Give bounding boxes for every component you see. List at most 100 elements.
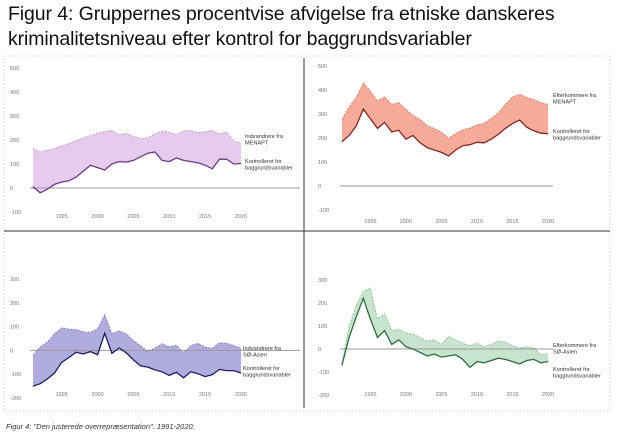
chart-menapt-point [219, 133, 220, 135]
chart-efterkommere-menapt-point [526, 96, 528, 98]
chart-efterkommere-menapt-point [441, 131, 442, 133]
chart-efterkommere-menapt-point [398, 102, 400, 103]
chart-menapt-xtick: 1995 [56, 214, 68, 220]
chart-efterkommere-menapt-point [448, 137, 449, 139]
chart-so-asien-point [133, 340, 134, 341]
chart-menapt-point [133, 136, 134, 137]
chart-menapt-ytick: 400 [10, 90, 19, 96]
chart-menapt-point [54, 184, 55, 185]
chart-efterkommere-so-asien-point [462, 359, 464, 360]
chart-so-asien-point [233, 345, 235, 346]
chart-menapt-point [240, 142, 242, 144]
chart-efterkommere-so-asien-point [355, 316, 357, 318]
chart-efterkommere-so-asien-point [441, 344, 442, 345]
chart-efterkommere-so-asien-xtick: 2005 [435, 392, 447, 398]
chart-efterkommere-so-asien-point [419, 337, 421, 338]
chart-efterkommere-so-asien-series-label: Kontrolleret for [553, 367, 590, 373]
chart-menapt-xtick: 2000 [91, 214, 103, 220]
chart-efterkommere-so-asien-ytick: 100 [318, 324, 327, 330]
chart-menapt-point [176, 134, 177, 136]
chart-efterkommere-menapt-point [490, 117, 492, 119]
chart-menapt-point [46, 149, 48, 151]
chart-efterkommere-menapt-point [341, 118, 343, 120]
chart-so-asien-point [183, 352, 185, 354]
chart-so-asien-point [197, 342, 199, 344]
chart-efterkommere-so-asien-point [384, 313, 385, 314]
chart-menapt-ytick: 100 [10, 162, 19, 168]
chart-so-asien-point [226, 342, 228, 344]
chart-efterkommere-so-asien-point [419, 352, 421, 353]
chart-so-asien-point [97, 328, 98, 329]
chart-menapt-point [219, 158, 220, 160]
chart-efterkommere-so-asien-point [370, 287, 371, 289]
chart-efterkommere-menapt-point [519, 119, 520, 121]
chart-so-asien-series-label: baggrundsvariabler [243, 373, 291, 379]
chart-menapt-point [82, 137, 84, 139]
chart-efterkommere-menapt-point [519, 93, 520, 95]
chart-efterkommere-menapt-series-label: Efterkommere fra [553, 93, 597, 99]
chart-efterkommere-so-asien-point [526, 360, 528, 361]
chart-menapt-series-label: Indvandrere fra [245, 134, 284, 140]
chart-menapt-point [197, 132, 199, 134]
chart-efterkommere-so-asien-point [362, 298, 364, 299]
chart-efterkommere-so-asien-xtick: 2015 [506, 392, 518, 398]
chart-menapt-point [133, 160, 134, 161]
chart-menapt-series-label: Kontrolleret for [245, 159, 282, 165]
chart-so-asien-point [211, 347, 213, 349]
chart-efterkommere-so-asien-point [441, 356, 442, 358]
chart-efterkommere-menapt-xtick: 2005 [435, 219, 447, 225]
chart-menapt-point [147, 137, 149, 139]
chart-so-asien-point [240, 347, 242, 349]
chart-menapt-point [190, 130, 192, 131]
chart-so-asien-point [90, 332, 91, 333]
chart-efterkommere-so-asien-point [455, 339, 457, 341]
chart-efterkommere-menapt-series-label: Kontrolleret for [553, 129, 590, 135]
chart-menapt-point [90, 164, 91, 166]
chart-menapt-point [233, 163, 235, 165]
chart-efterkommere-menapt-point [512, 123, 513, 124]
chart-so-asien-point [90, 351, 91, 352]
chart-efterkommere-menapt-ytick: -100 [318, 208, 329, 214]
chart-so-asien-point [147, 351, 149, 352]
chart-efterkommere-menapt-ytick: 400 [318, 88, 327, 94]
chart-efterkommere-so-asien-point [497, 357, 499, 359]
chart-efterkommere-so-asien-point [505, 341, 506, 343]
chart-menapt-ytick: 200 [10, 138, 19, 144]
chart-menapt-xtick: 2010 [163, 214, 175, 220]
chart-efterkommere-menapt-series-group [341, 81, 549, 139]
chart-efterkommere-menapt-point [547, 133, 549, 135]
chart-so-asien-point [133, 359, 134, 361]
chart-menapt-point [68, 180, 70, 182]
chart-so-asien-xtick: 2015 [199, 392, 211, 398]
chart-so-asien-point [226, 370, 228, 371]
chart-efterkommere-so-asien-xtick: 2010 [471, 392, 483, 398]
chart-so-asien-point [190, 345, 192, 346]
chart-efterkommere-so-asien-point [462, 342, 464, 344]
chart-menapt-point [39, 192, 41, 194]
chart-efterkommere-so-asien-point [405, 346, 407, 348]
chart-efterkommere-so-asien-point [512, 361, 513, 362]
chart-menapt-ytick: 0 [10, 186, 13, 192]
chart-efterkommere-so-asien-series-label: Efterkommere fra [553, 343, 597, 349]
chart-menapt-series-controlled [32, 151, 242, 194]
chart-menapt-point [168, 131, 170, 133]
chart-efterkommere-so-asien-point [433, 353, 435, 355]
chart-menapt-point [211, 168, 213, 170]
chart-so-asien-point [39, 383, 41, 385]
chart-efterkommere-menapt-point [505, 104, 506, 105]
chart-efterkommere-so-asien-point [533, 347, 535, 349]
chart-efterkommere-menapt-point [505, 127, 506, 129]
chart-so-asien-point [82, 353, 84, 355]
chart-efterkommere-so-asien-point [426, 355, 428, 357]
chart-efterkommere-menapt-point [370, 118, 371, 120]
chart-so-asien-point [39, 346, 41, 348]
chart-efterkommere-menapt-point [441, 152, 442, 153]
chart-efterkommere-so-asien-point [412, 348, 414, 350]
figure-title-line-1: Figur 4: Gruppernes procentvise afvigels… [8, 3, 555, 25]
chart-efterkommere-menapt-xtick: 2010 [471, 219, 483, 225]
chart-efterkommere-so-asien-ytick: 0 [318, 347, 321, 353]
chart-so-asien-point [118, 330, 120, 332]
chart-efterkommere-so-asien-point [476, 361, 478, 362]
chart-efterkommere-menapt-xtick: 2000 [400, 219, 412, 225]
chart-menapt-series-group [32, 129, 242, 153]
